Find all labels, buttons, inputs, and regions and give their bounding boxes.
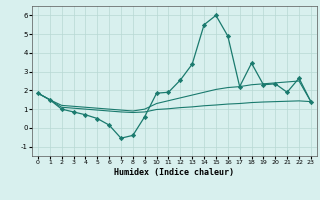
X-axis label: Humidex (Indice chaleur): Humidex (Indice chaleur) — [115, 168, 234, 177]
